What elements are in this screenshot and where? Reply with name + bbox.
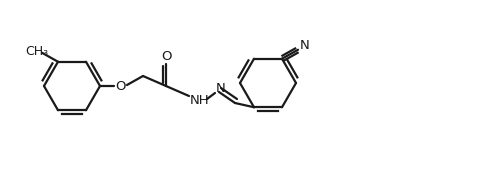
Text: O: O: [161, 49, 171, 62]
Text: NH: NH: [190, 94, 210, 108]
Text: N: N: [300, 39, 310, 52]
Text: CH₃: CH₃: [25, 45, 49, 58]
Text: N: N: [216, 82, 226, 96]
Text: O: O: [115, 80, 125, 93]
